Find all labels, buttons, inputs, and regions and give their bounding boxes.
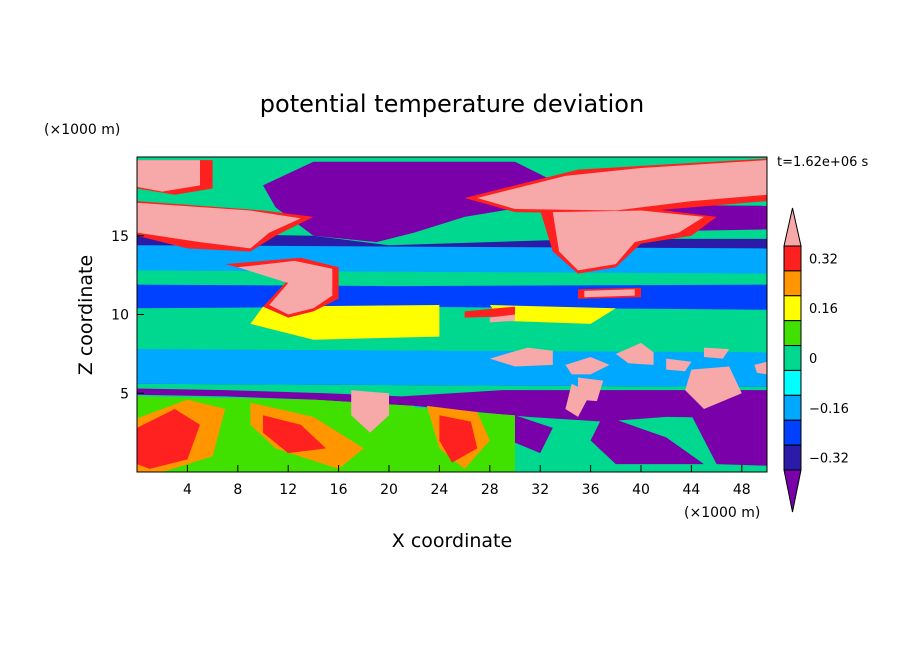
contour-region-39 — [615, 342, 654, 365]
contour-region-10 — [137, 284, 767, 310]
contour-region-29 — [464, 306, 515, 318]
x-axis-label: X coordinate — [392, 530, 512, 552]
x-tick-label: 28 — [481, 482, 499, 498]
contour-region-41 — [704, 347, 730, 359]
colorbar-segment — [783, 320, 802, 347]
contour-region-22 — [439, 415, 478, 463]
contour-region-34 — [237, 260, 333, 315]
contour-region-42 — [685, 366, 742, 409]
x-tick-label: 24 — [430, 482, 448, 498]
colorbar-segment — [783, 419, 802, 446]
contour-region-33 — [552, 210, 704, 271]
colorbar-label: 0.16 — [809, 302, 838, 317]
contour-region-45 — [351, 390, 389, 433]
x-tick-label: 12 — [279, 482, 297, 498]
x-tick-label: 40 — [632, 482, 650, 498]
colorbar-segment — [783, 345, 802, 371]
y-axis: 5 10 15 — [111, 229, 144, 402]
colorbar-segment — [783, 394, 802, 421]
x-axis-unit: (×1000 m) — [684, 505, 760, 521]
colorbar-segment — [783, 270, 802, 297]
y-axis-unit: (×1000 m) — [44, 122, 120, 138]
colorbar-segment — [783, 369, 802, 396]
contour-region-0 — [263, 161, 553, 243]
x-tick-label: 20 — [380, 482, 398, 498]
contour-region-14 — [489, 305, 616, 324]
colorbar: 0.32 0.16 0 −0.16 −0.32 — [783, 207, 849, 513]
contour-region-4 — [590, 415, 704, 465]
x-tick-label: 48 — [733, 482, 751, 498]
contour-region-5 — [691, 412, 767, 466]
chart-title: potential temperature deviation — [260, 90, 644, 118]
contour-region-32 — [137, 202, 301, 249]
contour-region-40 — [666, 358, 692, 372]
contour-region-36 — [489, 314, 515, 323]
y-axis-label: Z coordinate — [75, 255, 97, 375]
colorbar-label: −0.16 — [809, 402, 849, 417]
time-label: t=1.62e+06 s — [777, 155, 869, 170]
colorbar-segment — [783, 295, 802, 322]
contour-region-31 — [477, 160, 767, 211]
colorbar-extend-min — [783, 469, 802, 513]
colorbar-label: −0.32 — [809, 452, 849, 467]
contour-region-2 — [137, 388, 767, 422]
contour-region-38 — [565, 357, 610, 375]
colorbar-label: 0.32 — [809, 252, 838, 267]
x-tick-label: 16 — [330, 482, 348, 498]
contour-regions — [137, 158, 767, 472]
x-tick-label: 36 — [582, 482, 600, 498]
contour-region-30 — [137, 160, 200, 192]
x-tick-label: 32 — [531, 482, 549, 498]
colorbar-extend-max — [783, 207, 802, 247]
contour-region-46 — [565, 383, 591, 417]
colorbar-segment — [783, 444, 802, 471]
x-tick-label: 8 — [233, 482, 242, 498]
contour-region-20 — [137, 409, 200, 469]
contour-region-21 — [263, 415, 326, 454]
y-tick-label: 15 — [111, 229, 129, 245]
contour-region-43 — [754, 361, 767, 375]
x-axis: 4 8 12 16 20 24 28 32 36 40 44 48 — [183, 465, 751, 498]
contour-region-12 — [137, 349, 767, 387]
y-tick-label: 5 — [120, 386, 129, 402]
colorbar-segment — [783, 245, 802, 272]
x-tick-label: 4 — [183, 482, 192, 498]
colorbar-label: 0 — [809, 352, 817, 367]
contour-region-35 — [584, 289, 635, 298]
contour-region-37 — [489, 347, 553, 367]
x-tick-label: 44 — [682, 482, 700, 498]
y-tick-label: 10 — [111, 308, 129, 324]
